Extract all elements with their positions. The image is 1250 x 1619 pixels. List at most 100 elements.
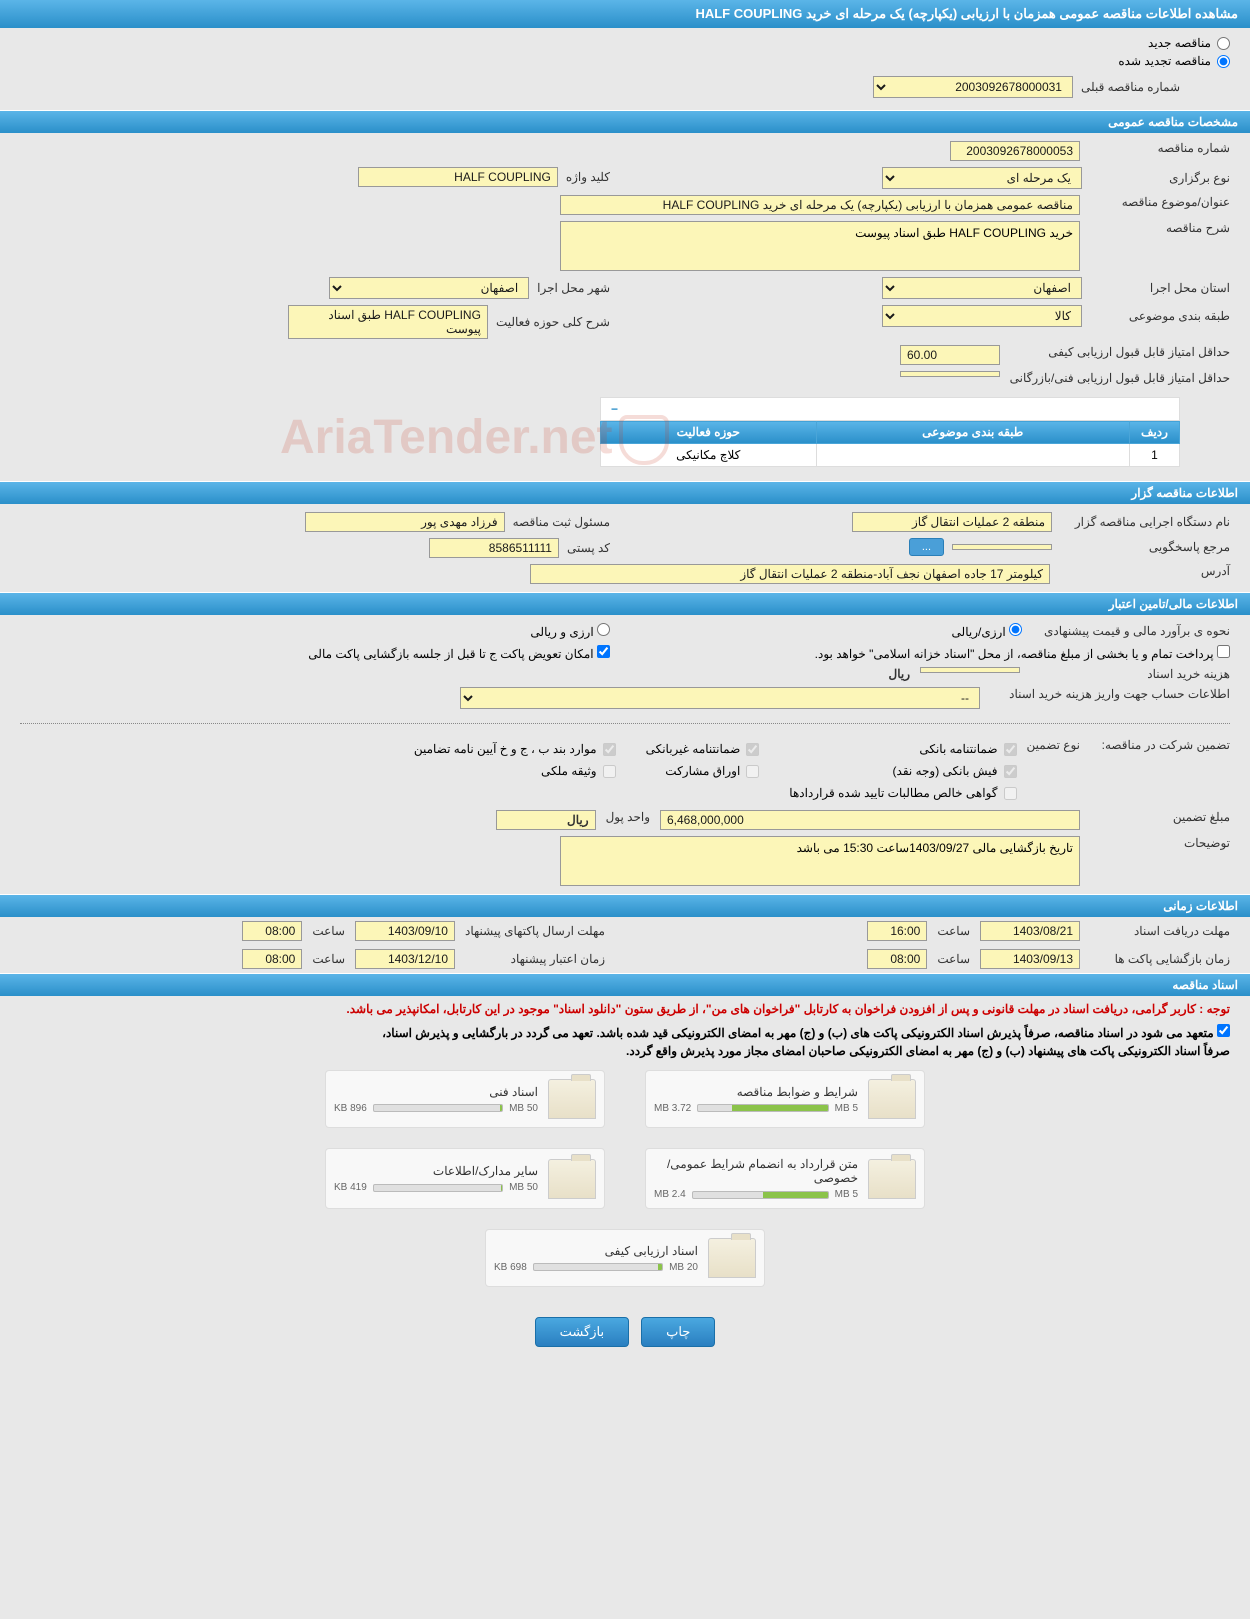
scope-desc: HALF COUPLING طبق اسناد پیوست bbox=[288, 305, 488, 339]
doc-total: 50 MB bbox=[509, 1103, 538, 1114]
cb-cash[interactable]: فیش بانکی (وجه نقد) bbox=[789, 764, 1016, 778]
doc-title: اسناد فنی bbox=[334, 1085, 538, 1099]
folder-icon bbox=[868, 1079, 916, 1119]
doc-bar bbox=[692, 1191, 829, 1199]
radio-new[interactable]: مناقصه جدید bbox=[20, 36, 1230, 50]
doc-used: 3.72 MB bbox=[654, 1103, 691, 1114]
folder-icon bbox=[548, 1079, 596, 1119]
document-card[interactable]: سایر مدارک/اطلاعات50 MB419 KB bbox=[325, 1148, 605, 1209]
collapse-icon[interactable]: − bbox=[607, 402, 623, 418]
prev-number-select[interactable]: 2003092678000031 bbox=[873, 76, 1073, 98]
prev-number-label: شماره مناقصه قبلی bbox=[1081, 80, 1180, 94]
doc-total: 5 MB bbox=[835, 1189, 858, 1200]
radio-new-label: مناقصه جدید bbox=[1148, 36, 1211, 50]
account-label: اطلاعات حساب جهت واریز هزینه خرید اسناد bbox=[990, 687, 1230, 701]
th-row: ردیف bbox=[1130, 421, 1180, 444]
doc-bar bbox=[373, 1184, 503, 1192]
postal-label: کد پستی bbox=[567, 541, 610, 555]
cb-cases[interactable]: موارد بند ب ، ج و خ آیین نامه تضامین bbox=[414, 742, 616, 756]
notes-label: توضیحات bbox=[1090, 836, 1230, 850]
tender-no-label: شماره مناقصه bbox=[1090, 141, 1230, 155]
time-label-3: ساعت bbox=[937, 952, 970, 966]
document-card[interactable]: متن قرارداد به انضمام شرایط عمومی/خصوصی 5… bbox=[645, 1148, 925, 1209]
radio-new-input[interactable] bbox=[1217, 37, 1230, 50]
sub-deadline-time: 08:00 bbox=[242, 921, 302, 941]
th-category: طبقه بندی موضوعی bbox=[816, 421, 1129, 444]
section-financial: اطلاعات مالی/تامین اعتبار bbox=[0, 592, 1250, 615]
radio-both[interactable]: ارزی و ریالی bbox=[530, 623, 610, 639]
black-note-2: صرفاً اسناد الکترونیکی پاکت های پیشنهاد … bbox=[0, 1042, 1250, 1060]
doc-cost-label: هزینه خرید اسناد bbox=[1030, 667, 1230, 681]
type-label: نوع برگزاری bbox=[1090, 171, 1230, 185]
time-label-4: ساعت bbox=[312, 952, 345, 966]
address-field: کیلومتر 17 جاده اصفهان نجف آباد-منطقه 2 … bbox=[530, 564, 1050, 584]
document-card[interactable]: اسناد ارزیابی کیفی20 MB698 KB bbox=[485, 1229, 765, 1287]
province-select[interactable]: اصفهان bbox=[882, 277, 1082, 299]
radio-rial[interactable]: ارزی/ریالی bbox=[952, 623, 1022, 639]
cell-row: 1 bbox=[1130, 444, 1180, 467]
resp-field: فرزاد مهدی پور bbox=[305, 512, 505, 532]
contact-label: مرجع پاسخگویی bbox=[1060, 540, 1230, 554]
black-note-1: متعهد می شود در اسناد مناقصه، صرفاً پذیر… bbox=[0, 1022, 1250, 1042]
title-field: مناقصه عمومی همزمان با ارزیابی (یکپارچه)… bbox=[560, 195, 1080, 215]
red-note: توجه : کاربر گرامی، دریافت اسناد در مهلت… bbox=[0, 996, 1250, 1022]
doc-title: متن قرارداد به انضمام شرایط عمومی/خصوصی bbox=[654, 1157, 858, 1185]
validity-time: 08:00 bbox=[242, 949, 302, 969]
document-card[interactable]: اسناد فنی50 MB896 KB bbox=[325, 1070, 605, 1128]
doc-bar bbox=[533, 1263, 663, 1271]
cell-category bbox=[816, 444, 1129, 467]
resp-label: مسئول ثبت مناقصه bbox=[513, 515, 610, 529]
activity-table-title: حوزه های فعالیت− bbox=[601, 398, 1180, 421]
amount-unit: ریال bbox=[496, 810, 596, 830]
type-select[interactable]: یک مرحله ای bbox=[882, 167, 1082, 189]
postal-field: 8586511111 bbox=[429, 538, 559, 558]
cb-nonbank[interactable]: ضمانتنامه غیربانکی bbox=[646, 742, 760, 756]
doc-used: 419 KB bbox=[334, 1182, 367, 1193]
cb-property[interactable]: وثیقه ملکی bbox=[414, 764, 616, 778]
validity-label: زمان اعتبار پیشنهاد bbox=[465, 952, 605, 966]
document-card[interactable]: شرایط و ضوابط مناقصه5 MB3.72 MB bbox=[645, 1070, 925, 1128]
org-label: نام دستگاه اجرایی مناقصه گزار bbox=[1060, 515, 1230, 529]
category-select[interactable]: کالا bbox=[882, 305, 1082, 327]
commitment-checkbox[interactable] bbox=[1217, 1024, 1230, 1037]
section-timing: اطلاعات زمانی bbox=[0, 894, 1250, 917]
account-select[interactable]: -- bbox=[460, 687, 980, 709]
back-button[interactable]: بازگشت bbox=[535, 1317, 629, 1347]
cb-bank[interactable]: ضمانتنامه بانکی bbox=[789, 742, 1016, 756]
amount-label: مبلغ تضمین bbox=[1090, 810, 1230, 824]
guarantee-label: تضمین شرکت در مناقصه: bbox=[1090, 738, 1230, 752]
tender-status-radios: مناقصه جدید مناقصه تجدید شده شماره مناقص… bbox=[0, 28, 1250, 110]
guarantee-type-label: نوع تضمین bbox=[1027, 738, 1080, 752]
desc-field: خرید HALF COUPLING طبق اسناد پیوست bbox=[560, 221, 1080, 271]
min-qual: 60.00 bbox=[900, 345, 1000, 365]
min-qual-label: حداقل امتیاز قابل قبول ارزیابی کیفی bbox=[1010, 345, 1230, 359]
section-general: مشخصات مناقصه عمومی bbox=[0, 110, 1250, 133]
payment-note-check[interactable]: پرداخت تمام و یا بخشی از مبلغ مناقصه، از… bbox=[815, 645, 1230, 661]
browse-button[interactable]: ... bbox=[909, 538, 944, 556]
doc-cost-unit: ریال bbox=[888, 667, 910, 681]
folder-icon bbox=[548, 1159, 596, 1199]
validity-date: 1403/12/10 bbox=[355, 949, 455, 969]
estimate-label: نحوه ی برآورد مالی و قیمت پیشنهادی bbox=[1030, 624, 1230, 638]
time-label-2: ساعت bbox=[312, 924, 345, 938]
cb-securities[interactable]: اوراق مشارکت bbox=[646, 764, 760, 778]
radio-renewed[interactable]: مناقصه تجدید شده bbox=[20, 54, 1230, 68]
section-documents: اسناد مناقصه bbox=[0, 973, 1250, 996]
doc-total: 20 MB bbox=[669, 1262, 698, 1273]
city-select[interactable]: اصفهان bbox=[329, 277, 529, 299]
separator bbox=[20, 723, 1230, 724]
doc-deadline-date: 1403/08/21 bbox=[980, 921, 1080, 941]
amount-unit-label: واحد پول bbox=[606, 810, 650, 824]
swap-note-check[interactable]: امکان تعویض پاکت ج تا قبل از جلسه بازگشا… bbox=[308, 645, 610, 661]
doc-cost bbox=[920, 667, 1020, 673]
sub-deadline-label: مهلت ارسال پاکتهای پیشنهاد bbox=[465, 924, 605, 938]
activity-table: حوزه های فعالیت− ردیف طبقه بندی موضوعی ح… bbox=[600, 397, 1180, 467]
print-button[interactable]: چاپ bbox=[641, 1317, 715, 1347]
keyword-label: کلید واژه bbox=[566, 170, 610, 184]
min-tech-label: حداقل امتیاز قابل قبول ارزیابی فنی/بازرگ… bbox=[1010, 371, 1230, 385]
radio-renewed-input[interactable] bbox=[1217, 55, 1230, 68]
cb-certified[interactable]: گواهی خالص مطالبات تایید شده قراردادها bbox=[789, 786, 1016, 800]
section-organizer: اطلاعات مناقصه گزار bbox=[0, 481, 1250, 504]
doc-used: 2.4 MB bbox=[654, 1189, 686, 1200]
table-row: 1 کلاچ مکانیکی bbox=[601, 444, 1180, 467]
